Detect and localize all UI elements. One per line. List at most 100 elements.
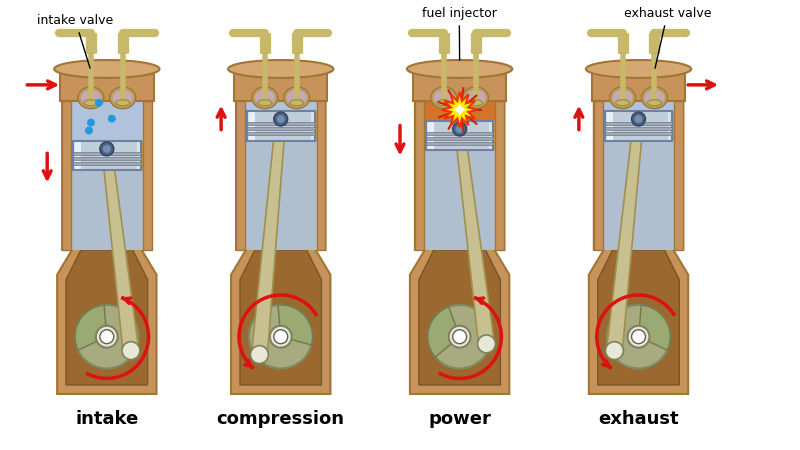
Polygon shape [73,152,141,155]
Ellipse shape [228,60,334,78]
Ellipse shape [466,90,486,106]
Polygon shape [605,122,672,125]
Ellipse shape [84,100,98,106]
Polygon shape [73,157,141,160]
Circle shape [620,30,626,36]
Circle shape [250,346,268,364]
Polygon shape [410,101,510,394]
Polygon shape [142,101,151,250]
Wedge shape [428,307,460,357]
Ellipse shape [110,87,136,109]
Circle shape [95,99,103,107]
Ellipse shape [78,87,104,109]
Ellipse shape [469,100,482,106]
Circle shape [453,330,466,344]
Polygon shape [317,101,326,250]
Circle shape [634,115,642,123]
Polygon shape [605,132,672,135]
Text: power: power [428,410,491,428]
Polygon shape [606,118,643,351]
Circle shape [456,125,464,133]
Ellipse shape [437,100,450,106]
Circle shape [478,335,495,353]
Ellipse shape [431,87,457,109]
Ellipse shape [258,100,272,106]
Polygon shape [426,132,494,135]
Ellipse shape [586,60,691,78]
Polygon shape [75,140,81,171]
Polygon shape [415,101,424,250]
Polygon shape [424,150,495,250]
Circle shape [120,30,126,36]
Polygon shape [609,111,668,140]
Ellipse shape [284,87,310,109]
Polygon shape [426,137,494,140]
Ellipse shape [81,90,101,106]
Ellipse shape [645,90,664,106]
Circle shape [108,115,116,123]
Ellipse shape [116,100,130,106]
Polygon shape [602,140,674,250]
Polygon shape [71,101,142,140]
Circle shape [103,145,110,153]
Circle shape [449,326,470,348]
Circle shape [606,342,623,360]
Polygon shape [245,101,317,111]
Polygon shape [231,101,330,394]
Polygon shape [495,101,504,250]
Polygon shape [73,162,141,165]
Ellipse shape [290,100,303,106]
Polygon shape [674,101,683,250]
Polygon shape [71,101,142,140]
Polygon shape [602,101,674,111]
Ellipse shape [113,90,133,106]
Circle shape [249,305,313,369]
Circle shape [453,122,466,136]
Polygon shape [77,140,137,171]
Wedge shape [75,305,107,350]
Circle shape [75,305,138,369]
Circle shape [88,30,94,36]
Polygon shape [454,104,466,116]
Polygon shape [102,148,139,351]
Circle shape [87,119,95,126]
Polygon shape [57,101,157,394]
Circle shape [262,30,268,36]
Ellipse shape [255,90,274,106]
Polygon shape [247,122,314,125]
Polygon shape [413,69,506,101]
Ellipse shape [54,60,159,78]
Text: intake valve: intake valve [38,14,114,68]
Polygon shape [60,69,154,101]
Polygon shape [240,250,322,385]
Ellipse shape [286,90,306,106]
Polygon shape [234,69,327,101]
Circle shape [294,30,300,36]
Ellipse shape [642,87,667,109]
Polygon shape [249,111,255,140]
Polygon shape [605,111,672,140]
Circle shape [100,142,114,156]
Circle shape [274,330,288,344]
Polygon shape [419,250,500,385]
Circle shape [96,326,118,348]
Text: exhaust valve: exhaust valve [624,7,711,68]
Text: fuel injector: fuel injector [422,7,497,60]
Polygon shape [428,121,434,150]
Polygon shape [251,119,286,356]
Circle shape [122,342,140,360]
Polygon shape [426,142,494,145]
Wedge shape [638,305,670,350]
Ellipse shape [434,90,454,106]
Circle shape [428,305,491,369]
Circle shape [606,305,670,369]
Polygon shape [605,127,672,130]
Polygon shape [424,101,495,121]
Wedge shape [278,305,313,345]
Ellipse shape [407,60,512,78]
Polygon shape [251,111,310,140]
Ellipse shape [647,100,662,106]
Polygon shape [606,111,613,140]
Polygon shape [236,101,245,250]
Ellipse shape [610,87,635,109]
